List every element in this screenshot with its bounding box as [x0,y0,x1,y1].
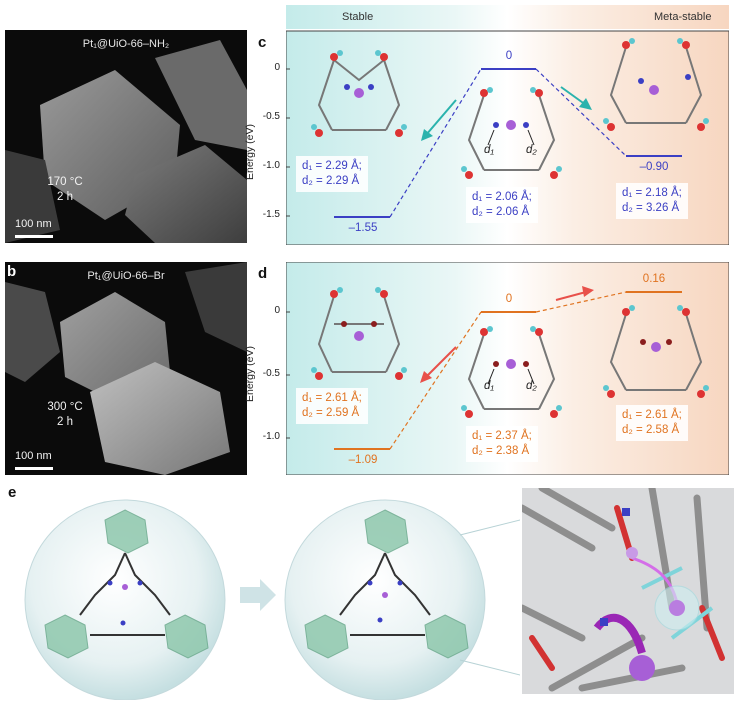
panel-b-title: Pt₁@UiO-66–Br [87,270,165,282]
panel-c-right-d2: d₂ = 3.26 Å [622,202,680,214]
panel-c-header-metastable: Meta-stable [654,11,712,23]
panel-c-tick-0: 0 [274,62,280,73]
panel-e-schematic [24,499,520,700]
panel-b-temp: 300 °C [47,401,83,413]
panel-d-tick-2: -1.0 [262,431,280,442]
panel-d-structure-left [311,287,407,380]
panel-c-right-d1: d₁ = 2.18 Å; [622,187,682,199]
panel-c-structure-right [603,38,709,131]
panel-a-scale-bar [15,235,53,238]
panel-b-scale-bar [15,467,53,470]
panel-d-level-mid: 0 [505,293,513,305]
panel-d-level-right: 0.16 [642,273,666,285]
panel-b-condition: 300 °C 2 h [35,400,95,430]
tem-image-b: b Pt₁@UiO-66–Br 300 °C 2 h 100 nm [5,262,247,475]
panel-c-right-distances: d₁ = 2.18 Å; d₂ = 3.26 Å [616,183,688,219]
panel-c-label: c [258,34,267,51]
panel-d-right-d1: d₁ = 2.61 Å; [622,409,682,421]
panel-d-left-distances: d₁ = 2.61 Å; d₂ = 2.59 Å [296,388,368,424]
panel-c-left-d2: d₂ = 2.29 Å [302,175,360,187]
panel-c-header-stable: Stable [342,11,374,23]
panel-d-mid-d1-mark: d₁ [484,380,495,392]
panel-c-ylabel: Energy (eV) [244,123,256,180]
panel-d-level-left: –1.09 [348,454,378,466]
panel-c-mid-d2-mark: d₂ [526,144,537,156]
panel-d-structure-mid [461,326,562,418]
panel-d-ylabel: Energy (eV) [244,345,256,402]
panel-c-structure-left [311,50,407,137]
panel-e-render [522,488,734,694]
panel-c-mid-d2: d₂ = 2.06 Å [472,206,530,218]
panel-b-label: b [7,263,17,280]
panel-c-level-mid: 0 [505,50,513,62]
panel-d-label: d [258,265,268,282]
panel-c-chart: Stable Meta-stable 0 -0.5 -1.0 -1.5 Ener… [244,5,729,245]
panel-c-tick-1: -0.5 [262,111,280,122]
panel-d-mid-d2-mark: d₂ [526,380,537,392]
panel-d-tick-0: 0 [274,305,280,316]
panel-c-mid-distances: d₁ = 2.06 Å; d₂ = 2.06 Å [466,187,538,223]
panel-d-right-d2: d₂ = 2.58 Å [622,424,680,436]
panel-d-left-d1: d₁ = 2.61 Å; [302,392,362,404]
panel-c-tick-2: -1.0 [262,160,280,171]
panel-b-scale-label: 100 nm [15,450,52,462]
panel-c-left-distances: d₁ = 2.29 Å; d₂ = 2.29 Å [296,156,368,192]
panel-d-mid-distances: d₁ = 2.37 Å; d₂ = 2.38 Å [466,426,538,462]
panel-c-mid-d1: d₁ = 2.06 Å; [472,191,532,203]
panel-a-condition: 170 °C 2 h [35,175,95,205]
panel-c-structure-mid [461,87,562,179]
panel-d-structure-right [603,305,709,398]
panel-a-scale-label: 100 nm [15,218,52,230]
panel-c-level-right: –0.90 [639,161,669,173]
panel-e-label: e [8,484,17,501]
panel-c-left-d1: d₁ = 2.29 Å; [302,160,362,172]
panel-d-mid-d2: d₂ = 2.38 Å [472,445,530,457]
panel-c-level-left: –1.55 [348,222,378,234]
panel-c-mid-d1-mark: d₁ [484,144,495,156]
panel-d-chart: 0 -0.5 -1.0 Energy (eV) –1.09 0 0.16 d₁ … [244,262,729,475]
tem-image-a: Pt₁@UiO-66–NH₂ 170 °C 2 h 100 nm [5,30,247,243]
panel-c-tick-3: -1.5 [262,209,280,220]
panel-d-tick-1: -0.5 [262,368,280,379]
panel-a-time: 2 h [57,191,73,203]
panel-d-left-d2: d₂ = 2.59 Å [302,407,360,419]
panel-d-right-distances: d₁ = 2.61 Å; d₂ = 2.58 Å [616,405,688,441]
panel-a-temp: 170 °C [47,176,83,188]
panel-a-title: Pt₁@UiO-66–NH₂ [82,38,170,50]
panel-d-mid-d1: d₁ = 2.37 Å; [472,430,532,442]
panel-b-time: 2 h [57,416,73,428]
